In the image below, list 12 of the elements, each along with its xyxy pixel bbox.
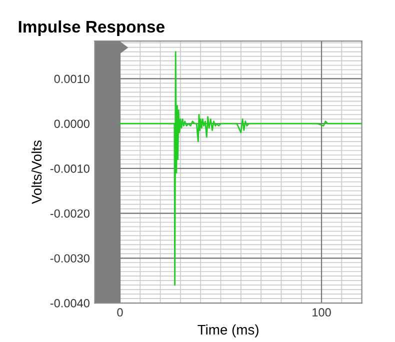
y-tick-label: -0.0010 bbox=[50, 164, 90, 173]
x-tick-label: 0 bbox=[117, 308, 123, 317]
y-tick-label: -0.0040 bbox=[50, 299, 90, 308]
y-tick-label: -0.0030 bbox=[50, 254, 90, 263]
y-tick-label: -0.0020 bbox=[50, 209, 90, 218]
y-axis-title: Volts/Volts bbox=[31, 140, 42, 204]
y-tick-label: 0.0000 bbox=[54, 120, 90, 128]
line-series bbox=[119, 51, 362, 286]
x-tick-label: 100 bbox=[312, 308, 331, 317]
chart-title: Impulse Response bbox=[18, 20, 164, 36]
x-axis-title: Time (ms) bbox=[198, 324, 258, 338]
y-tick-label: 0.0010 bbox=[54, 74, 90, 84]
